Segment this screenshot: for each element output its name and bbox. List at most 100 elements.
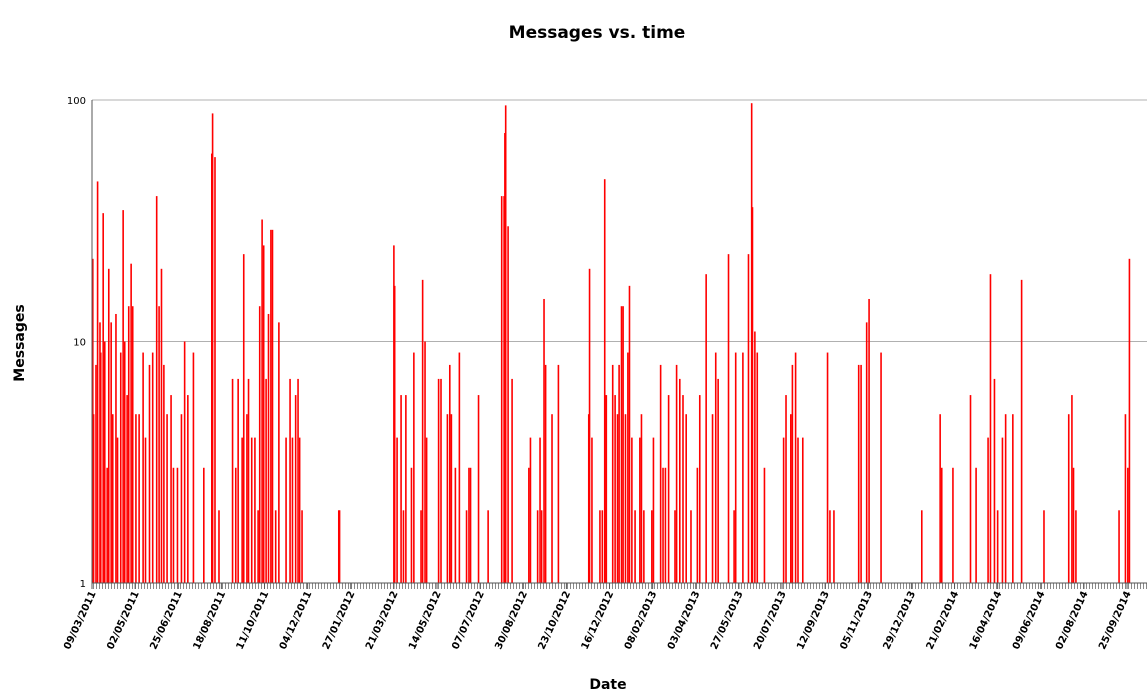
x-tick-label: 25/06/2011	[148, 590, 185, 652]
bar	[123, 341, 126, 583]
x-tick-label: 07/07/2012	[450, 590, 487, 652]
x-tick-label: 18/08/2011	[192, 590, 229, 652]
bar	[142, 352, 144, 583]
bar	[278, 322, 280, 583]
bar	[628, 285, 631, 583]
bar	[446, 414, 449, 583]
bar	[1001, 437, 1004, 583]
bar	[652, 437, 655, 583]
x-tick-label: 27/05/2013	[709, 590, 746, 652]
bar	[96, 181, 99, 584]
bar	[833, 510, 835, 583]
bar	[103, 341, 106, 583]
bar	[1012, 414, 1014, 583]
y-tick-label: 100	[67, 96, 86, 107]
bar	[500, 196, 503, 583]
bar	[711, 414, 714, 583]
bar	[791, 364, 794, 583]
bar	[662, 467, 664, 583]
bar	[539, 437, 541, 583]
bar	[155, 196, 158, 583]
bar	[634, 510, 636, 583]
bar	[170, 395, 172, 583]
bar	[868, 298, 870, 583]
bar	[639, 437, 641, 583]
x-tick-label: 16/04/2014	[968, 590, 1005, 652]
y-tick-label: 10	[73, 338, 86, 349]
x-tick-label: 09/03/2011	[62, 590, 99, 652]
bar	[413, 352, 415, 583]
bar	[115, 313, 117, 583]
bar	[627, 352, 629, 583]
bar	[826, 352, 829, 583]
bar	[102, 213, 104, 584]
bar	[487, 510, 489, 583]
bar	[393, 285, 396, 583]
bar	[620, 306, 623, 583]
bar	[338, 510, 341, 583]
bar	[544, 364, 547, 583]
bar	[727, 254, 730, 583]
bar	[166, 414, 168, 583]
bar	[468, 467, 470, 583]
bar	[469, 467, 472, 583]
y-tick-label: 1	[80, 579, 86, 590]
x-tick-label: 02/05/2011	[105, 590, 142, 652]
bar	[685, 414, 687, 583]
bar	[410, 467, 413, 583]
bar	[294, 395, 297, 583]
bar	[717, 378, 719, 583]
bar	[507, 226, 509, 584]
bar	[1075, 510, 1077, 583]
bar	[782, 437, 785, 583]
x-tick-label: 03/04/2013	[666, 590, 703, 652]
bar	[940, 467, 943, 583]
bar	[111, 414, 114, 583]
bar	[987, 437, 989, 583]
bar	[742, 352, 744, 583]
bar	[588, 268, 591, 583]
bar	[790, 414, 792, 583]
bar	[551, 414, 553, 583]
bar	[529, 437, 532, 583]
bar	[138, 414, 140, 583]
bar	[176, 467, 179, 583]
bar	[450, 414, 453, 583]
x-tick-label: 11/10/2011	[235, 590, 272, 652]
bar	[92, 414, 95, 583]
bar	[267, 313, 270, 583]
bar	[454, 467, 457, 583]
bar	[705, 274, 707, 583]
bar	[144, 437, 147, 583]
bar	[664, 467, 667, 583]
bar	[605, 395, 608, 583]
bar	[203, 467, 205, 583]
x-tick-label: 21/02/2014	[925, 590, 962, 652]
bar	[231, 378, 234, 583]
bar	[631, 437, 633, 583]
bar	[301, 510, 303, 583]
x-tick-label: 30/08/2012	[493, 590, 530, 652]
bar	[747, 254, 750, 583]
bar	[448, 364, 451, 583]
x-tick-label: 08/02/2013	[623, 590, 660, 652]
bar	[1043, 510, 1045, 583]
x-tick-label: 09/06/2014	[1011, 590, 1048, 652]
bar	[110, 322, 112, 583]
bar	[285, 437, 287, 583]
bar	[250, 437, 253, 583]
x-tick-label: 27/01/2012	[321, 590, 358, 652]
bar	[396, 437, 398, 583]
bar	[599, 510, 601, 583]
bar	[254, 437, 256, 583]
bar	[131, 306, 134, 583]
x-tick-label: 04/12/2011	[278, 590, 315, 652]
bar	[1128, 258, 1131, 583]
bar	[618, 364, 620, 583]
bar	[160, 268, 163, 583]
bar	[504, 105, 507, 583]
chart-title: Messages vs. time	[509, 23, 686, 43]
bar	[135, 414, 137, 583]
bar	[95, 364, 97, 583]
